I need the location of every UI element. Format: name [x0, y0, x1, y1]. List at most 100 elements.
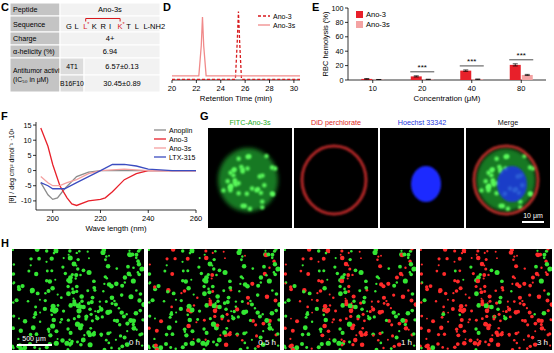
dead-cell — [436, 342, 440, 346]
dead-cell — [263, 272, 267, 276]
live-cell — [503, 316, 507, 320]
dead-cell — [183, 289, 187, 293]
dead-cell — [494, 331, 498, 335]
dead-cell — [383, 302, 386, 305]
dead-cell — [499, 332, 503, 336]
live-cell — [71, 273, 74, 276]
live-cell — [395, 336, 399, 340]
dead-cell — [155, 329, 159, 333]
live-cell — [76, 308, 81, 313]
live-cell — [123, 275, 127, 279]
dead-cell — [488, 294, 492, 298]
micrograph — [148, 249, 280, 350]
dead-cell — [166, 257, 169, 260]
legend-label: LTX-315 — [169, 154, 195, 161]
dead-cell — [513, 300, 516, 303]
live-cell — [403, 278, 408, 283]
dead-cell — [522, 303, 526, 307]
live-cell — [407, 257, 410, 260]
dead-cell — [455, 328, 458, 331]
micrograph — [208, 128, 292, 228]
live-cell — [347, 322, 352, 327]
live-cell — [60, 318, 63, 321]
residue: L-NH2 — [143, 22, 165, 31]
puncta — [250, 186, 254, 190]
live-cell — [33, 346, 36, 349]
dead-cell — [306, 272, 310, 276]
live-cell — [294, 345, 299, 350]
live-cell — [218, 268, 222, 272]
dead-cell — [149, 263, 151, 265]
live-cell — [103, 283, 105, 285]
dead-cell — [452, 292, 454, 294]
live-cell — [231, 316, 235, 320]
image-bg — [284, 249, 416, 350]
dead-cell — [489, 338, 493, 342]
live-cell — [88, 334, 90, 336]
live-cell — [239, 348, 243, 350]
live-cell — [169, 346, 172, 349]
dead-cell — [316, 292, 318, 294]
puncta — [271, 192, 275, 196]
live-cell — [275, 266, 280, 271]
legend-label: Ano-3 — [366, 10, 386, 19]
dead-cell — [508, 334, 510, 336]
error-bar — [513, 64, 518, 66]
dead-cell — [516, 342, 518, 344]
panel-label: D — [163, 1, 171, 13]
live-cell — [66, 327, 69, 330]
image-bg — [208, 128, 292, 228]
live-cell — [245, 284, 250, 289]
live-cell — [19, 329, 23, 333]
dead-cell — [332, 318, 335, 321]
dead-cell — [508, 333, 511, 336]
dead-cell — [540, 326, 544, 330]
legend-swatch — [258, 24, 270, 25]
live-cell — [254, 347, 257, 350]
dead-cell — [227, 332, 231, 336]
live-cell — [249, 300, 252, 303]
live-cell — [190, 329, 194, 333]
live-cell — [175, 299, 177, 301]
live-cell — [71, 288, 74, 291]
live-cell — [27, 270, 30, 273]
dead-cell — [320, 333, 324, 337]
dead-cell — [484, 252, 486, 254]
live-cell — [462, 279, 464, 281]
dead-cell — [386, 282, 390, 286]
live-cell — [118, 323, 121, 326]
dead-cell — [420, 301, 422, 303]
dead-cell — [438, 288, 443, 293]
dead-cell — [376, 259, 379, 262]
residue: L — [135, 22, 139, 31]
live-cell — [225, 327, 228, 330]
dead-cell — [537, 318, 541, 322]
puncta — [501, 204, 505, 208]
live-cell — [70, 340, 73, 343]
dead-cell — [323, 304, 328, 309]
dead-cell — [467, 321, 469, 323]
live-cell — [12, 326, 15, 330]
live-cell — [474, 348, 477, 350]
live-cell — [302, 264, 304, 266]
x-label: Wave length (nm) — [85, 224, 147, 233]
live-cell — [224, 307, 228, 311]
legend-label: Ano-3s — [273, 22, 296, 29]
dead-cell — [420, 327, 423, 330]
dead-cell — [159, 319, 163, 323]
live-cell — [76, 252, 78, 254]
dead-cell — [479, 288, 481, 290]
live-cell — [264, 250, 266, 252]
puncta — [236, 191, 240, 195]
scale-bar — [522, 221, 544, 223]
live-cell — [385, 319, 388, 322]
dead-cell — [347, 290, 350, 293]
dead-cell — [507, 307, 511, 311]
dead-cell — [344, 299, 348, 303]
dead-cell — [306, 306, 309, 309]
live-cell — [221, 315, 224, 318]
dead-cell — [442, 272, 446, 276]
dead-cell — [485, 258, 488, 261]
live-cell — [50, 257, 54, 261]
live-cell — [75, 264, 77, 266]
